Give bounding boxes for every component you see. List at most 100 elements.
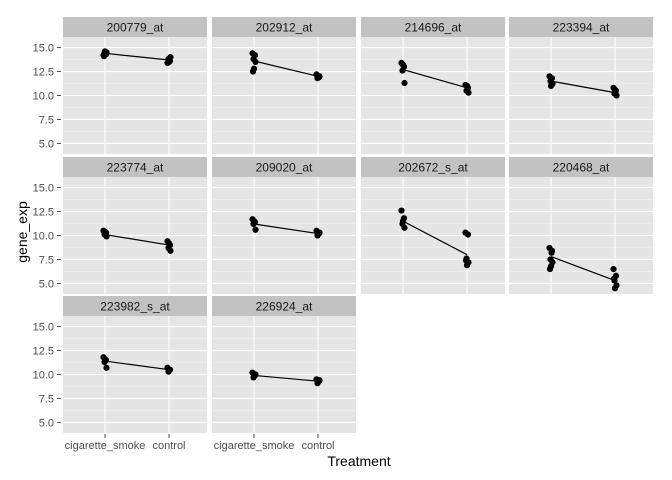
facet-panel: 214696_at — [361, 17, 505, 154]
data-point — [610, 275, 618, 282]
y-tick-label: 7.5 — [39, 254, 54, 266]
y-tick-label: 10.0 — [33, 370, 54, 382]
facet-strip-label: 214696_at — [405, 21, 462, 35]
data-point — [103, 364, 110, 371]
x-tick-label: control — [152, 440, 185, 452]
mean-line — [104, 360, 170, 371]
facet-strip — [509, 157, 653, 177]
data-point — [316, 73, 323, 80]
mean-line — [550, 80, 616, 94]
data-point — [316, 377, 323, 384]
data-point — [401, 79, 408, 87]
data-point — [249, 68, 257, 75]
x-tick-label: cigarette_smoke — [65, 440, 146, 452]
data-point — [250, 218, 258, 225]
y-tick-label: 12.5 — [33, 67, 54, 79]
mean-line — [104, 52, 170, 61]
data-point — [401, 224, 408, 231]
facet-strip-label: 209020_at — [256, 161, 313, 175]
facet-strip-label: 223982_s_at — [100, 300, 170, 314]
y-tick-label: 7.5 — [39, 114, 54, 126]
y-tick-label: 12.5 — [33, 207, 54, 219]
mean-line — [104, 233, 170, 246]
data-point — [101, 48, 109, 55]
data-point — [610, 265, 617, 273]
data-point — [463, 262, 471, 269]
mean-line — [550, 256, 616, 282]
y-tick-label: 15.0 — [33, 183, 54, 195]
y-tick-label: 15.0 — [33, 322, 54, 334]
mean-line — [402, 69, 468, 89]
data-point — [165, 58, 173, 66]
data-point — [167, 54, 174, 61]
y-tick-label: 5.0 — [39, 417, 54, 429]
data-point — [101, 228, 109, 235]
mean-line — [253, 60, 319, 77]
facet-panel: 223982_s_at — [63, 296, 207, 433]
y-axis-title: gene_exp — [14, 201, 30, 263]
facet-strip-label: 202912_at — [256, 21, 313, 35]
data-point — [316, 229, 323, 236]
data-point — [464, 231, 472, 238]
data-point — [252, 371, 259, 378]
data-point — [101, 356, 109, 363]
facet-strip-label: 223774_at — [107, 161, 164, 175]
data-point — [613, 92, 620, 99]
data-point — [100, 53, 108, 60]
facet-strip — [212, 296, 356, 316]
x-axis-ticks: cigarette_smoke control cigarette_smoke con… — [65, 434, 335, 452]
data-point — [546, 265, 554, 273]
facet-panel: 220468_at — [509, 157, 653, 294]
facet-panel: 200779_at — [63, 17, 207, 154]
data-point — [167, 247, 174, 254]
data-point — [462, 257, 470, 264]
y-tick-label: 15.0 — [33, 43, 54, 55]
facet-panels: 200779_at 202912_at 214696_at 223394_at 2237… — [63, 17, 653, 433]
data-point — [611, 285, 619, 292]
facet-strip — [63, 17, 207, 37]
facet-panel: 226924_at — [212, 296, 356, 433]
data-point — [252, 58, 259, 66]
y-tick-label: 10.0 — [33, 91, 54, 103]
facet-strip — [361, 157, 505, 177]
y-tick-label: 5.0 — [39, 278, 54, 290]
y-tick-label: 7.5 — [39, 393, 54, 405]
mean-line — [253, 374, 319, 382]
facet-strip-label: 220468_at — [553, 161, 610, 175]
facet-strip — [212, 157, 356, 177]
facet-strip — [361, 17, 505, 37]
facet-panel: 202912_at — [212, 17, 356, 154]
mean-line — [253, 223, 319, 235]
x-tick-label: cigarette_smoke — [214, 440, 295, 452]
facet-strip — [212, 17, 356, 37]
data-point — [252, 226, 259, 233]
data-point — [398, 207, 405, 214]
facet-strip — [63, 157, 207, 177]
facet-strip-label: 226924_at — [256, 300, 313, 314]
facet-strip-label: 202672_s_at — [398, 161, 468, 175]
facet-strip-label: 200779_at — [107, 21, 164, 35]
data-point — [547, 82, 555, 90]
facet-strip-label: 223394_at — [553, 21, 610, 35]
y-tick-label: 5.0 — [39, 138, 54, 150]
facet-strip — [63, 296, 207, 316]
y-axis-ticks: 5.0 7.5 10.0 12.5 15.0 5.0 7.5 10.0 12.5 15.0 5.0 7… — [33, 43, 61, 429]
data-point — [548, 249, 555, 256]
y-tick-label: 10.0 — [33, 231, 54, 243]
data-point — [103, 233, 110, 240]
facet-panel: 202672_s_at — [361, 157, 505, 294]
data-point — [463, 82, 471, 90]
data-point — [465, 89, 472, 96]
data-point — [399, 218, 407, 225]
x-tick-label: control — [301, 440, 334, 452]
facet-panel: 223394_at — [509, 17, 653, 154]
facet-panel: 223774_at — [63, 157, 207, 294]
mean-line — [402, 220, 468, 256]
x-axis-title: Treatment — [327, 453, 390, 469]
facet-panel: 209020_at — [212, 157, 356, 294]
data-point — [165, 240, 173, 247]
facet-strip — [509, 17, 653, 37]
data-point — [611, 86, 619, 93]
data-point — [399, 61, 407, 68]
